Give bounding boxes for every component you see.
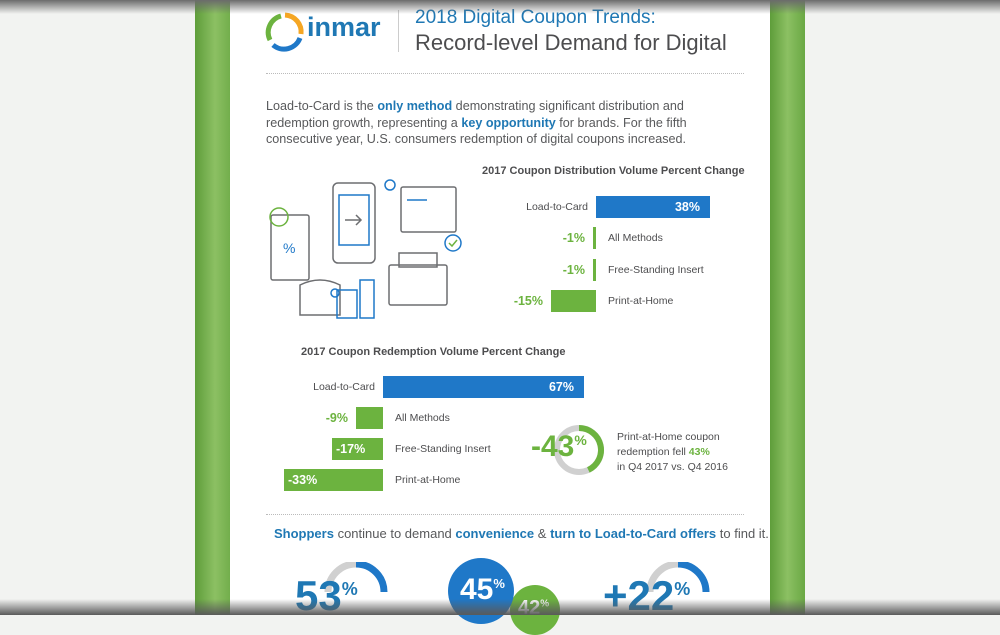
bottom-shadow <box>0 599 1000 615</box>
dotted-divider-2 <box>266 514 744 515</box>
divider <box>398 10 399 52</box>
bar-print-at-home <box>284 469 383 491</box>
category-label: All Methods <box>608 232 663 245</box>
category-label: Load-to-Card <box>526 201 588 213</box>
callout-gauge <box>554 425 604 475</box>
background-left <box>195 0 235 615</box>
category-label: Free-Standing Insert <box>608 263 704 276</box>
inmar-logo-icon <box>265 12 304 52</box>
bar-free-standing-insert <box>593 258 596 281</box>
value-label: -9% <box>325 411 348 425</box>
logo-text: inmar <box>307 12 381 42</box>
bar-all-methods <box>356 407 383 429</box>
value-label: 67% <box>548 380 574 394</box>
bar-load-to-card <box>383 376 584 398</box>
category-label: Load-to-Card <box>313 381 375 393</box>
infographic-card <box>230 0 770 615</box>
svg-text:%: % <box>283 240 295 256</box>
redemption-chart-title: 2017 Coupon Redemption Volume Percent Ch… <box>301 346 566 358</box>
callout-text: Print-at-Home coupon redemption fell 43% i… <box>617 431 728 473</box>
stat-gauge-1 <box>324 562 388 593</box>
dotted-divider <box>266 73 744 74</box>
value-label: -1% <box>562 262 585 277</box>
value-label: -15% <box>513 293 543 308</box>
distribution-chart-title: 2017 Coupon Distribution Volume Percent … <box>482 165 745 177</box>
stat-gauge-4 <box>646 562 710 593</box>
title-line2: Record-level Demand for Digital <box>415 30 727 55</box>
value-label: -17% <box>336 442 366 456</box>
value-label: -1% <box>562 231 585 246</box>
category-label: Print-at-Home <box>608 294 674 307</box>
bar-free-standing-insert <box>332 438 383 460</box>
background-right <box>770 0 805 615</box>
intro-paragraph: Load-to-Card is the only method demonstr… <box>266 99 687 146</box>
bar-print-at-home <box>551 289 596 312</box>
top-shadow <box>0 0 1000 14</box>
tagline: Shoppers continue to demand convenience … <box>274 526 769 541</box>
bar-load-to-card <box>596 196 710 218</box>
value-label: 38% <box>674 200 700 214</box>
category-label: Print-at-Home <box>395 474 461 486</box>
category-label: All Methods <box>395 412 450 424</box>
callout-value: -43% <box>531 430 587 463</box>
category-label: Free-Standing Insert <box>395 443 491 455</box>
value-label: -33% <box>288 473 318 487</box>
bar-all-methods <box>593 227 596 250</box>
coupon-illustration: % <box>269 179 462 319</box>
